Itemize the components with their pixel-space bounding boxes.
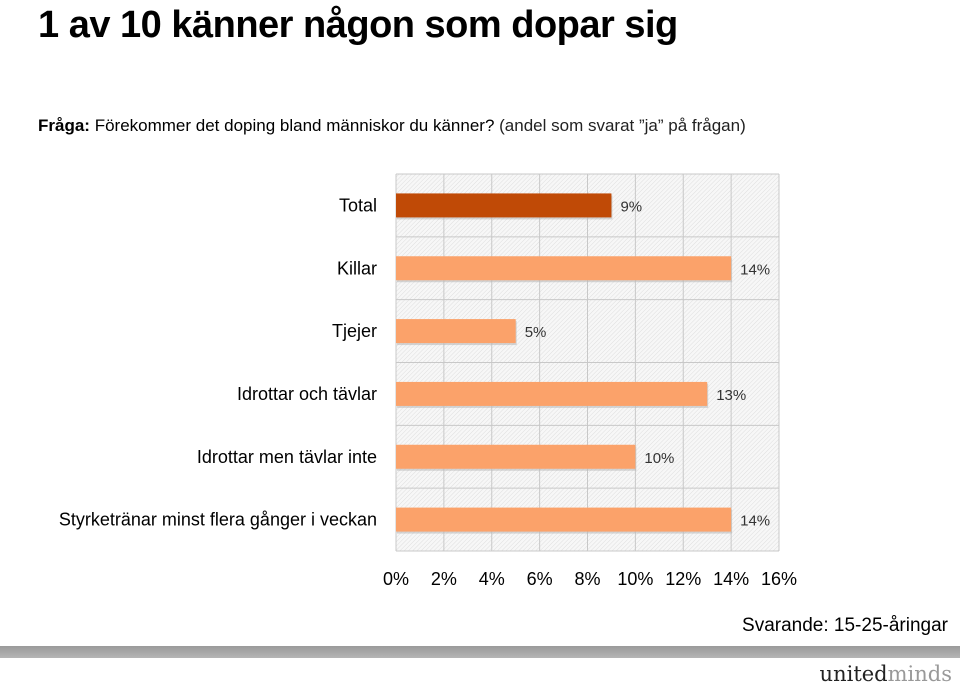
bar-0	[396, 193, 612, 218]
category-label-1: Killar	[337, 258, 377, 278]
x-tick-label-0: 0%	[383, 569, 409, 589]
category-label-5: Styrketränar minst flera gånger i veckan	[59, 510, 377, 530]
bar-1	[396, 256, 732, 281]
x-tick-label-8: 16%	[761, 569, 797, 589]
x-tick-label-7: 14%	[713, 569, 749, 589]
page-title: 1 av 10 känner någon som dopar sig	[38, 4, 678, 46]
data-label-5: 14%	[740, 513, 770, 530]
x-tick-label-4: 8%	[574, 569, 600, 589]
bar-4	[396, 444, 636, 469]
survey-question: Fråga: Förekommer det doping bland männi…	[38, 114, 746, 138]
unitedminds-logo: unitedminds	[820, 662, 952, 686]
question-text: Förekommer det doping bland människor du…	[89, 116, 495, 135]
bar-3	[396, 381, 708, 406]
footer-bar	[0, 646, 960, 658]
data-label-0: 9%	[620, 198, 642, 215]
logo-text-minds: minds	[887, 662, 952, 686]
bar-2	[396, 319, 516, 344]
data-label-2: 5%	[525, 324, 547, 341]
logo-text-united: united	[819, 662, 888, 686]
data-label-4: 10%	[644, 450, 674, 467]
x-tick-label-6: 12%	[665, 569, 701, 589]
x-tick-label-3: 6%	[527, 569, 553, 589]
x-tick-label-1: 2%	[431, 569, 457, 589]
data-label-1: 14%	[740, 261, 770, 278]
x-tick-label-2: 4%	[479, 569, 505, 589]
category-label-0: Total	[339, 195, 377, 215]
bar-5	[396, 507, 732, 532]
question-note: (andel som svarat ”ja” på frågan)	[494, 116, 746, 135]
bar-chart: Total Killar Tjejer Idrottar och tävlar Idro…	[59, 173, 797, 589]
category-label-2: Tjejer	[332, 321, 377, 341]
data-label-3: 13%	[716, 387, 746, 404]
x-tick-label-5: 10%	[617, 569, 653, 589]
category-label-3: Idrottar och tävlar	[237, 384, 377, 404]
category-label-4: Idrottar men tävlar inte	[197, 447, 377, 467]
respondents-note: Svarande: 15-25-åringar	[742, 615, 948, 636]
question-label: Fråga:	[38, 116, 90, 135]
